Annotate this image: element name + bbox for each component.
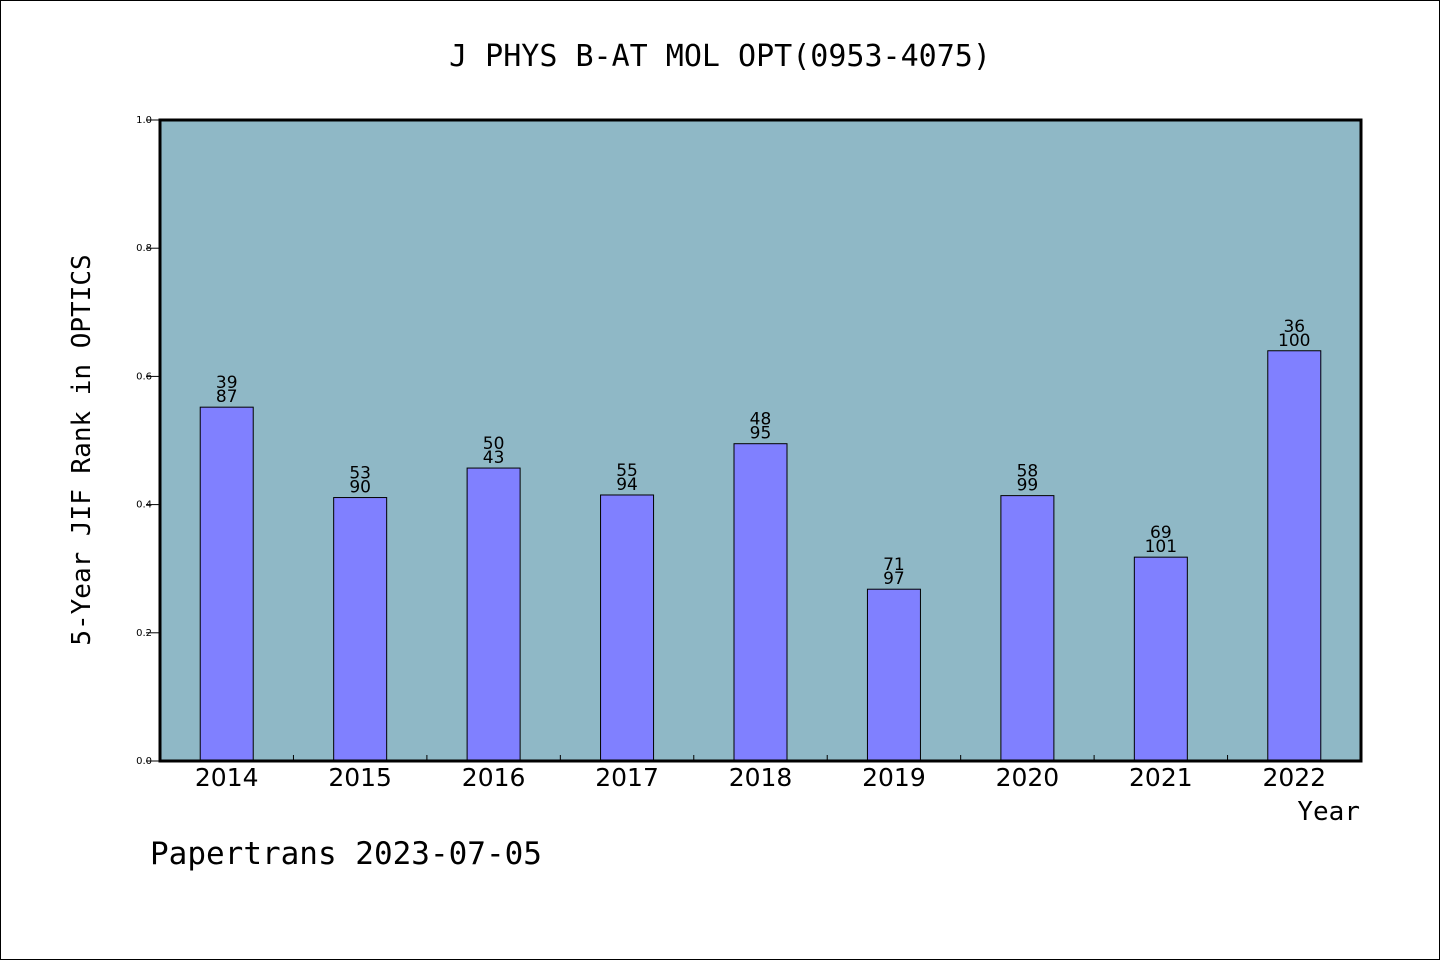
y-axis-label: 5-Year JIF Rank in OPTICS: [67, 254, 97, 645]
bar-rank-label: 39: [216, 373, 238, 393]
x-axis: 2014 2015 2016 2017 2018 2019 2020 2021 2022: [195, 755, 1326, 792]
x-tick-label: 2020: [996, 763, 1060, 792]
bar-2020: [1000, 495, 1055, 762]
bar-total-label: 94: [616, 475, 638, 495]
bar-2018: [733, 443, 788, 762]
bars-group: [199, 350, 1322, 762]
bar-rank-label: 53: [349, 464, 371, 484]
footer-credit: Papertrans 2023-07-05: [150, 836, 542, 872]
bar-2017: [600, 494, 655, 762]
y-tick-label: 1.0: [136, 115, 152, 126]
bar-rank-label: 48: [750, 410, 772, 430]
y-tick-label: 0.0: [136, 756, 152, 767]
bar-rank-label: 36: [1283, 317, 1305, 337]
plot-border: [158, 118, 1363, 763]
bar-rank-label: 71: [883, 555, 905, 575]
x-tick-label: 2019: [862, 763, 926, 792]
chart-title: J PHYS B-AT MOL OPT(0953-4075): [449, 39, 991, 74]
bar-2016: [466, 467, 521, 762]
x-tick-label: 2022: [1262, 763, 1326, 792]
x-tick-label: 2016: [462, 763, 526, 792]
bar-total-label: 43: [483, 448, 505, 468]
x-tick-label: 2014: [195, 763, 259, 792]
bar-total-label: 101: [1145, 537, 1177, 557]
bar-rank-label: 50: [483, 434, 505, 454]
y-tick-label: 0.2: [136, 628, 152, 639]
bar-total-label: 87: [216, 387, 238, 407]
bar-2014: [199, 406, 254, 762]
x-tick-label: 2017: [595, 763, 659, 792]
bar-total-label: 97: [883, 569, 905, 589]
bar-2021: [1133, 556, 1188, 762]
bar-2022: [1267, 350, 1322, 762]
bar-total-label: 90: [349, 478, 371, 498]
y-tick-label: 0.8: [136, 243, 152, 254]
bar-total-label: 99: [1017, 476, 1039, 496]
y-tick-label: 0.4: [136, 500, 152, 511]
x-tick-label: 2021: [1129, 763, 1193, 792]
x-tick-label: 2018: [729, 763, 793, 792]
bar-2019: [866, 588, 921, 762]
x-axis-label: Year: [1297, 797, 1360, 827]
x-tick-label: 2015: [328, 763, 392, 792]
bar-total-label: 100: [1278, 331, 1310, 351]
bar-total-label: 95: [750, 424, 772, 444]
bar-rank-label: 69: [1150, 523, 1172, 543]
bar-2015: [333, 497, 388, 762]
y-tick-label: 0.6: [136, 371, 152, 382]
bar-rank-label: 55: [616, 461, 638, 481]
y-axis: 0.0 0.2 0.4 0.6 0.8 1.0: [136, 115, 160, 767]
bar-rank-label: 58: [1017, 462, 1039, 482]
